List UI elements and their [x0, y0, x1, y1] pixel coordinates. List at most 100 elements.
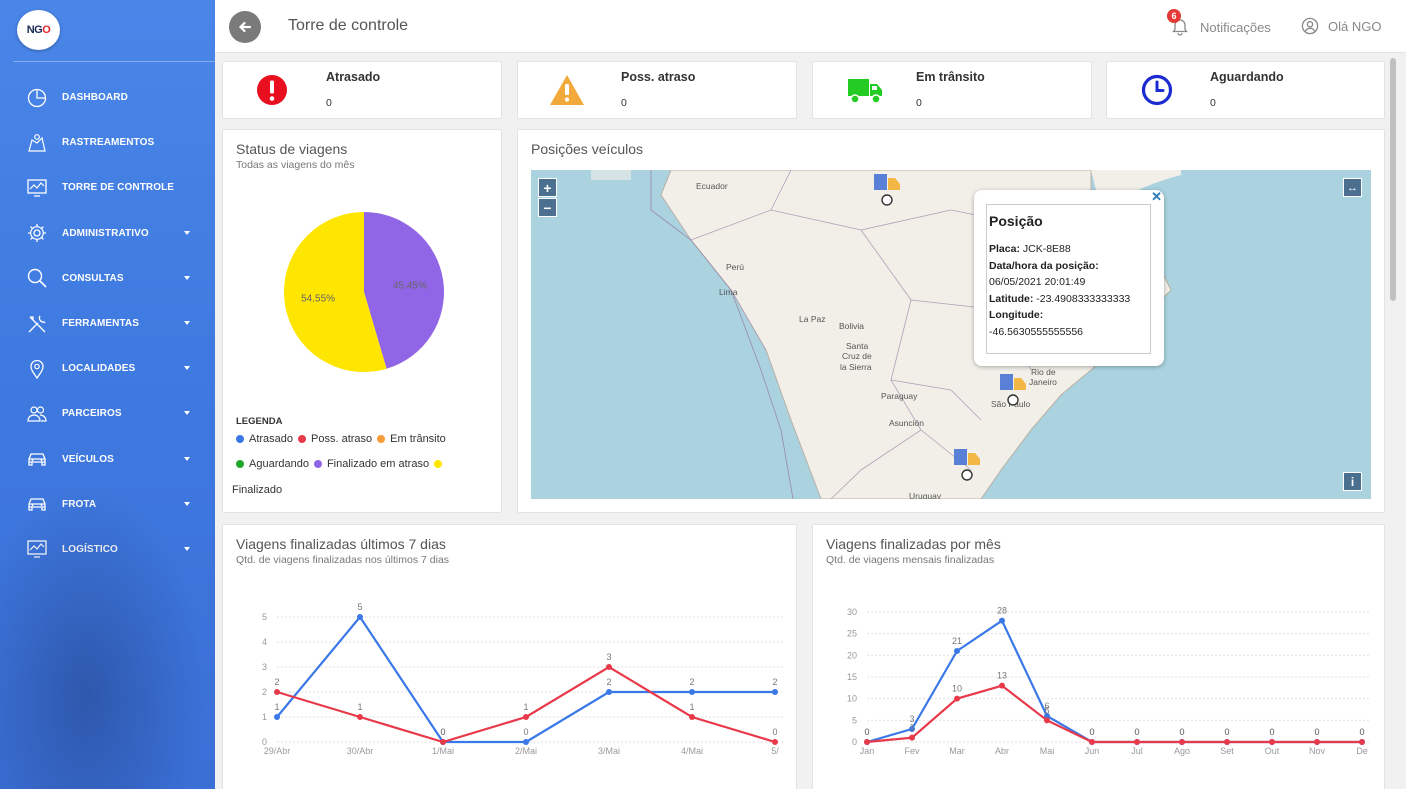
map-info-button[interactable]: i — [1343, 472, 1362, 491]
sidebar-item-frota[interactable]: FROTA — [0, 482, 215, 527]
data-label: 0 — [1359, 727, 1364, 737]
data-point[interactable] — [999, 617, 1005, 624]
data-point[interactable] — [954, 695, 960, 702]
data-point[interactable] — [274, 689, 280, 695]
data-point[interactable] — [1089, 739, 1095, 745]
legend-dot — [236, 460, 244, 468]
x-tick-label: Mar — [949, 746, 965, 756]
data-point[interactable] — [1179, 739, 1185, 745]
sidebar-item-localidades[interactable]: LOCALIDADES — [0, 346, 215, 391]
card-subtitle: Qtd. de viagens mensais finalizadas — [826, 554, 995, 566]
pie-slice-finalizado[interactable] — [284, 212, 387, 372]
data-point[interactable] — [1044, 717, 1050, 724]
pie-legend: LEGENDA Atrasado Poss. atraso Em trânsit… — [232, 416, 506, 496]
data-point[interactable] — [1314, 739, 1320, 745]
sidebar-item-consultas[interactable]: CONSULTAS — [0, 256, 215, 301]
clock-icon — [1141, 74, 1173, 106]
legend-item-finalizado-em-atraso[interactable]: Finalizado em atraso — [313, 458, 429, 470]
popup-lon-value: -46.5630555555556 — [989, 325, 1084, 338]
chevron-down-icon — [184, 411, 190, 416]
y-tick-label: 0 — [262, 737, 267, 747]
data-point[interactable] — [909, 734, 915, 741]
data-label: 2 — [274, 677, 279, 687]
legend-label-finalizado[interactable]: Finalizado — [232, 484, 283, 496]
data-point[interactable] — [606, 664, 612, 670]
data-point[interactable] — [1044, 713, 1050, 719]
popup-close-button[interactable]: ✕ — [1151, 189, 1162, 204]
user-menu[interactable]: Olá NGO — [1301, 17, 1381, 35]
back-button[interactable] — [229, 11, 261, 43]
sidebar-item-rastreamentos[interactable]: RASTREAMENTOS — [0, 120, 215, 165]
data-point[interactable] — [357, 714, 363, 720]
zoom-in-button[interactable]: + — [538, 178, 557, 197]
y-tick-label: 0 — [852, 737, 857, 747]
data-label: 28 — [997, 606, 1007, 616]
sidebar-item-label: DASHBOARD — [62, 92, 128, 104]
stat-name: Aguardando — [1210, 70, 1284, 84]
x-tick-label: Abr — [995, 746, 1009, 756]
map-label: La Paz — [799, 314, 826, 324]
stat-card-aguardando[interactable]: Aguardando 0 — [1106, 61, 1385, 119]
x-tick-label: 2/Mai — [515, 746, 537, 756]
vehicle-marker-truck-icon[interactable] — [873, 172, 903, 206]
scrollbar-thumb[interactable] — [1390, 58, 1396, 301]
sidebar-item-administrativo[interactable]: ADMINISTRATIVO — [0, 211, 215, 256]
data-point[interactable] — [606, 689, 612, 695]
stat-card-em-transito[interactable]: Em trânsito 0 — [812, 61, 1092, 119]
data-point[interactable] — [1134, 739, 1140, 745]
vehicle-map[interactable]: Ecuador Perú Lima La Paz Bolivia Santa C… — [531, 170, 1371, 499]
sidebar-item-label: TORRE DE CONTROLE — [62, 182, 175, 194]
data-label: 0 — [1269, 727, 1274, 737]
fullscreen-button[interactable]: ↔ — [1343, 178, 1362, 197]
data-point[interactable] — [440, 739, 446, 745]
sidebar-item-torre-de-controle[interactable]: TORRE DE CONTROLE — [0, 165, 215, 210]
vehicle-marker-truck-icon[interactable] — [999, 372, 1029, 406]
sidebar-item-label: PARCEIROS — [62, 408, 122, 420]
data-point[interactable] — [1359, 739, 1365, 745]
data-point[interactable] — [954, 648, 960, 654]
vehicle-marker-truck-icon[interactable] — [953, 447, 983, 481]
data-point[interactable] — [689, 714, 695, 720]
ngo-logo[interactable]: NGO — [17, 10, 60, 50]
data-label: 5 — [357, 602, 362, 612]
sidebar-item-ferramentas[interactable]: FERRAMENTAS — [0, 301, 215, 346]
legend-item-em-transito[interactable]: Em trânsito — [377, 433, 446, 445]
x-tick-label: Nov — [1309, 746, 1326, 756]
legend-item-finalizado-dot[interactable] — [434, 460, 447, 468]
sidebar-item-log-stico[interactable]: LOGÍSTICO — [0, 527, 215, 572]
sidebar-item-parceiros[interactable]: PARCEIROS — [0, 391, 215, 436]
data-point[interactable] — [909, 726, 915, 732]
page-scrollbar[interactable] — [1385, 53, 1406, 789]
sidebar-item-dashboard[interactable]: DASHBOARD — [0, 75, 215, 120]
data-point[interactable] — [864, 739, 870, 745]
data-point[interactable] — [523, 739, 529, 745]
data-point[interactable] — [1269, 739, 1275, 745]
card-subtitle: Qtd. de viagens finalizadas nos últimos … — [236, 554, 450, 566]
sidebar-item-label: FROTA — [62, 498, 97, 510]
notifications-button[interactable]: 6 Notificações — [1167, 9, 1271, 37]
data-point[interactable] — [1224, 739, 1230, 745]
x-tick-label: Mai — [1040, 746, 1055, 756]
sidebar-item-label: CONSULTAS — [62, 272, 124, 284]
stat-card-poss-atraso[interactable]: Poss. atraso 0 — [517, 61, 797, 119]
data-point[interactable] — [274, 714, 280, 720]
chevron-down-icon — [184, 501, 190, 506]
legend-item-aguardando[interactable]: Aguardando — [236, 458, 309, 470]
zoom-out-button[interactable]: − — [538, 198, 557, 217]
user-avatar-icon — [1301, 17, 1319, 35]
data-point[interactable] — [772, 739, 778, 745]
data-point[interactable] — [999, 682, 1005, 689]
sidebar-item-ve-culos[interactable]: VEÍCULOS — [0, 437, 215, 482]
monthly-trips-card: Viagens finalizadas por mês Qtd. de viag… — [812, 524, 1385, 789]
legend-item-atrasado[interactable]: Atrasado — [236, 433, 293, 445]
data-point[interactable] — [689, 689, 695, 695]
legend-item-poss-atraso[interactable]: Poss. atraso — [298, 433, 372, 445]
stat-card-atrasado[interactable]: Atrasado 0 — [222, 61, 502, 119]
sidebar-divider — [13, 61, 215, 62]
stat-name: Atrasado — [326, 70, 381, 84]
data-point[interactable] — [357, 614, 363, 620]
data-point[interactable] — [523, 714, 529, 720]
pie-slice-finalizado-em-atraso[interactable] — [364, 212, 444, 369]
popup-lat-label: Latitude: — [989, 292, 1034, 305]
data-point[interactable] — [772, 689, 778, 695]
